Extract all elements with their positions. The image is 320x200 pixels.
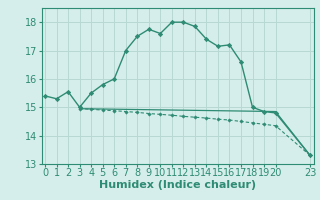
X-axis label: Humidex (Indice chaleur): Humidex (Indice chaleur) (99, 180, 256, 190)
